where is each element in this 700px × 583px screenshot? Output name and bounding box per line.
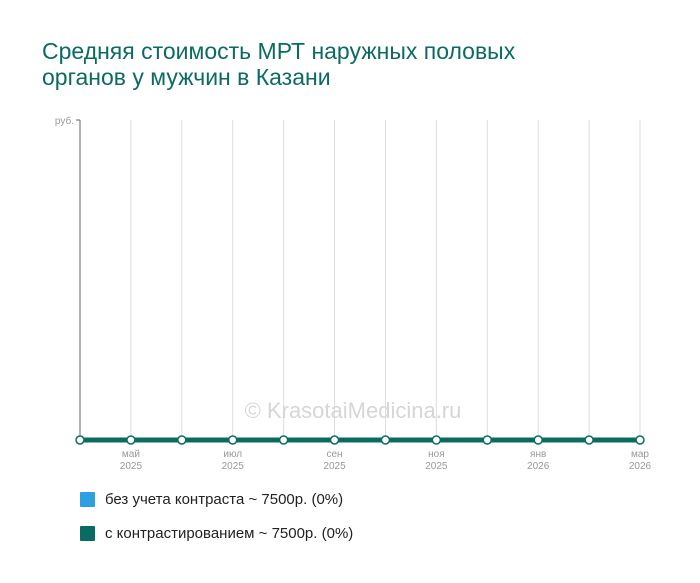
watermark: © KrasotaiMedicina.ru: [245, 398, 462, 423]
x-tick-label-year: 2026: [629, 461, 652, 472]
data-point[interactable]: [584, 435, 594, 445]
series-points: [75, 435, 645, 445]
y-axis-label: руб.: [55, 115, 74, 127]
data-point[interactable]: [126, 435, 136, 445]
legend-label: с контрастированием ~ 7500р. (0%): [105, 524, 354, 542]
x-tick-label-year: 2025: [425, 461, 448, 472]
x-tick-label-month: май: [122, 449, 140, 460]
data-point[interactable]: [278, 435, 289, 445]
x-tick-label-month: мар: [631, 449, 649, 460]
legend-swatch: [80, 491, 95, 507]
data-point[interactable]: [482, 435, 493, 445]
x-tick-label-month: сен: [326, 449, 342, 460]
x-tick-label-year: 2025: [222, 461, 245, 472]
data-point[interactable]: [431, 435, 442, 445]
data-point[interactable]: [227, 435, 238, 445]
x-axis-labels: май2025июл2025сен2025ноя2025янв2026мар20…: [120, 449, 652, 472]
chart-legend: без учета контраста ~ 7500р. (0%) с контр…: [80, 490, 353, 558]
legend-label: без учета контраста ~ 7500р. (0%): [105, 490, 344, 508]
grid-lines: [130, 120, 641, 440]
x-tick-label-month: июл: [223, 449, 242, 460]
x-tick-label-year: 2025: [323, 461, 346, 472]
data-point[interactable]: [75, 435, 85, 445]
data-point[interactable]: [533, 435, 543, 445]
x-tick-label-year: 2025: [120, 461, 143, 472]
legend-item-1[interactable]: без учета контраста ~ 7500р. (0%): [80, 490, 353, 508]
x-tick-label-month: янв: [530, 449, 546, 460]
chart-title-line-2: органов у мужчин в Казани: [42, 64, 331, 90]
data-point[interactable]: [329, 435, 340, 445]
chart-title-line-1: Средняя стоимость МРТ наружных половых: [42, 38, 516, 64]
x-tick-label-year: 2026: [527, 461, 550, 472]
data-point[interactable]: [635, 435, 645, 445]
legend-swatch: [80, 525, 95, 541]
x-tick-label-month: ноя: [428, 449, 445, 460]
legend-item-2[interactable]: с контрастированием ~ 7500р. (0%): [80, 524, 353, 542]
chart-title: Средняя стоимость МРТ наружных половых о…: [42, 38, 662, 90]
data-point[interactable]: [380, 435, 391, 445]
data-point[interactable]: [177, 435, 187, 445]
